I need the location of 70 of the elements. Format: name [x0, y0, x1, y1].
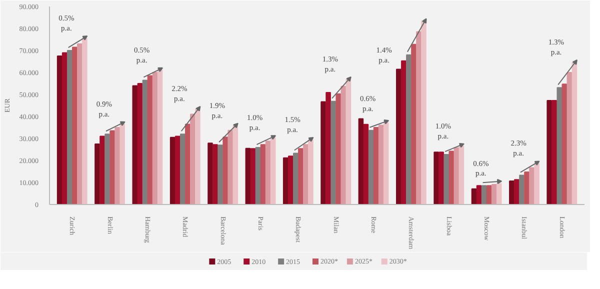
- bar: [481, 185, 487, 204]
- bar: [378, 124, 384, 204]
- bar: [336, 93, 341, 204]
- bar: [486, 185, 492, 204]
- bar: [282, 157, 288, 204]
- bar: [228, 130, 233, 204]
- bar: [100, 136, 105, 204]
- bar: [358, 118, 364, 204]
- bar: [72, 46, 78, 204]
- bar: [222, 136, 228, 204]
- bar: [514, 179, 520, 204]
- bar: [401, 60, 406, 204]
- bar: [546, 100, 552, 204]
- bar: [320, 101, 326, 204]
- bar: [454, 147, 460, 204]
- bar: [566, 72, 572, 204]
- bar: [552, 100, 557, 204]
- bar: [562, 84, 568, 204]
- bar: [137, 83, 143, 204]
- bar: [66, 50, 72, 204]
- bar: [340, 86, 346, 204]
- bar: [471, 188, 477, 204]
- bar: [396, 68, 402, 204]
- bar: [152, 72, 158, 204]
- bar: [524, 171, 530, 204]
- bar: [114, 127, 120, 204]
- bar: [556, 87, 562, 204]
- bar: [363, 124, 369, 204]
- bar: [368, 130, 374, 204]
- bar: [77, 43, 82, 204]
- bar: [218, 144, 223, 204]
- bar: [411, 44, 416, 204]
- bar: [94, 144, 100, 204]
- bar: [491, 184, 497, 204]
- bar: [132, 85, 138, 204]
- bar: [448, 150, 454, 204]
- bar: [434, 152, 439, 204]
- bar: [212, 144, 218, 204]
- bar: [303, 144, 308, 204]
- bar: [250, 148, 256, 204]
- bar: [265, 140, 271, 204]
- bar: [104, 134, 110, 204]
- bar: [444, 154, 449, 204]
- bar: [245, 148, 251, 204]
- bar: [529, 167, 534, 204]
- bar: [147, 75, 153, 204]
- bar: [190, 114, 196, 204]
- bar: [330, 100, 336, 204]
- bar: [110, 130, 115, 204]
- bar: [260, 144, 266, 204]
- bar: [62, 52, 68, 204]
- bar: [142, 80, 148, 204]
- bar: [255, 147, 261, 204]
- bar: [438, 152, 444, 204]
- bar: [406, 54, 412, 204]
- bar: [416, 31, 422, 204]
- bar: [476, 185, 482, 204]
- bar: [170, 136, 176, 204]
- bar: [293, 152, 298, 204]
- bar: [326, 92, 331, 204]
- bar: [174, 136, 180, 204]
- bar: [373, 127, 379, 204]
- bar: [180, 134, 186, 204]
- bar: [56, 56, 62, 204]
- bar: [519, 174, 524, 204]
- bar: [288, 156, 294, 204]
- bar: [185, 124, 190, 204]
- bar: [298, 148, 304, 204]
- bar: [208, 142, 213, 204]
- bar: [509, 180, 514, 204]
